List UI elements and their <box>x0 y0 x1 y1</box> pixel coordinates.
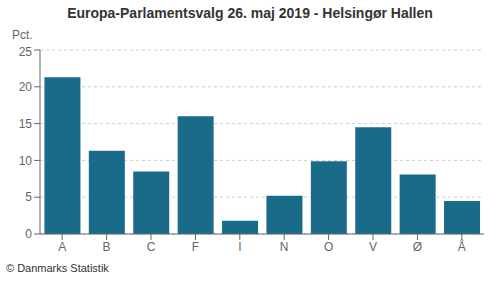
svg-text:C: C <box>147 240 156 254</box>
svg-text:V: V <box>369 240 377 254</box>
svg-text:25: 25 <box>19 45 33 59</box>
html-text:Pct.: Pct. <box>12 28 33 42</box>
svg-text:0: 0 <box>25 227 32 241</box>
html-text:Europa-Parlamentsvalg 26. maj: Europa-Parlamentsvalg 26. maj 2019 - Hel… <box>67 5 433 21</box>
svg-text:5: 5 <box>25 190 32 204</box>
svg-text:10: 10 <box>19 154 33 168</box>
svg-text:Å: Å <box>458 239 466 254</box>
svg-text:B: B <box>103 240 111 254</box>
svg-text:20: 20 <box>19 80 33 94</box>
svg-text:N: N <box>280 240 289 254</box>
svg-text:O: O <box>324 240 333 254</box>
svg-text:I: I <box>238 240 241 254</box>
html-text:© Danmarks Statistik: © Danmarks Statistik <box>6 262 109 274</box>
svg-text:Ø: Ø <box>413 240 422 254</box>
svg-text:15: 15 <box>19 117 33 131</box>
svg-text:A: A <box>58 240 66 254</box>
svg-text:F: F <box>192 240 199 254</box>
